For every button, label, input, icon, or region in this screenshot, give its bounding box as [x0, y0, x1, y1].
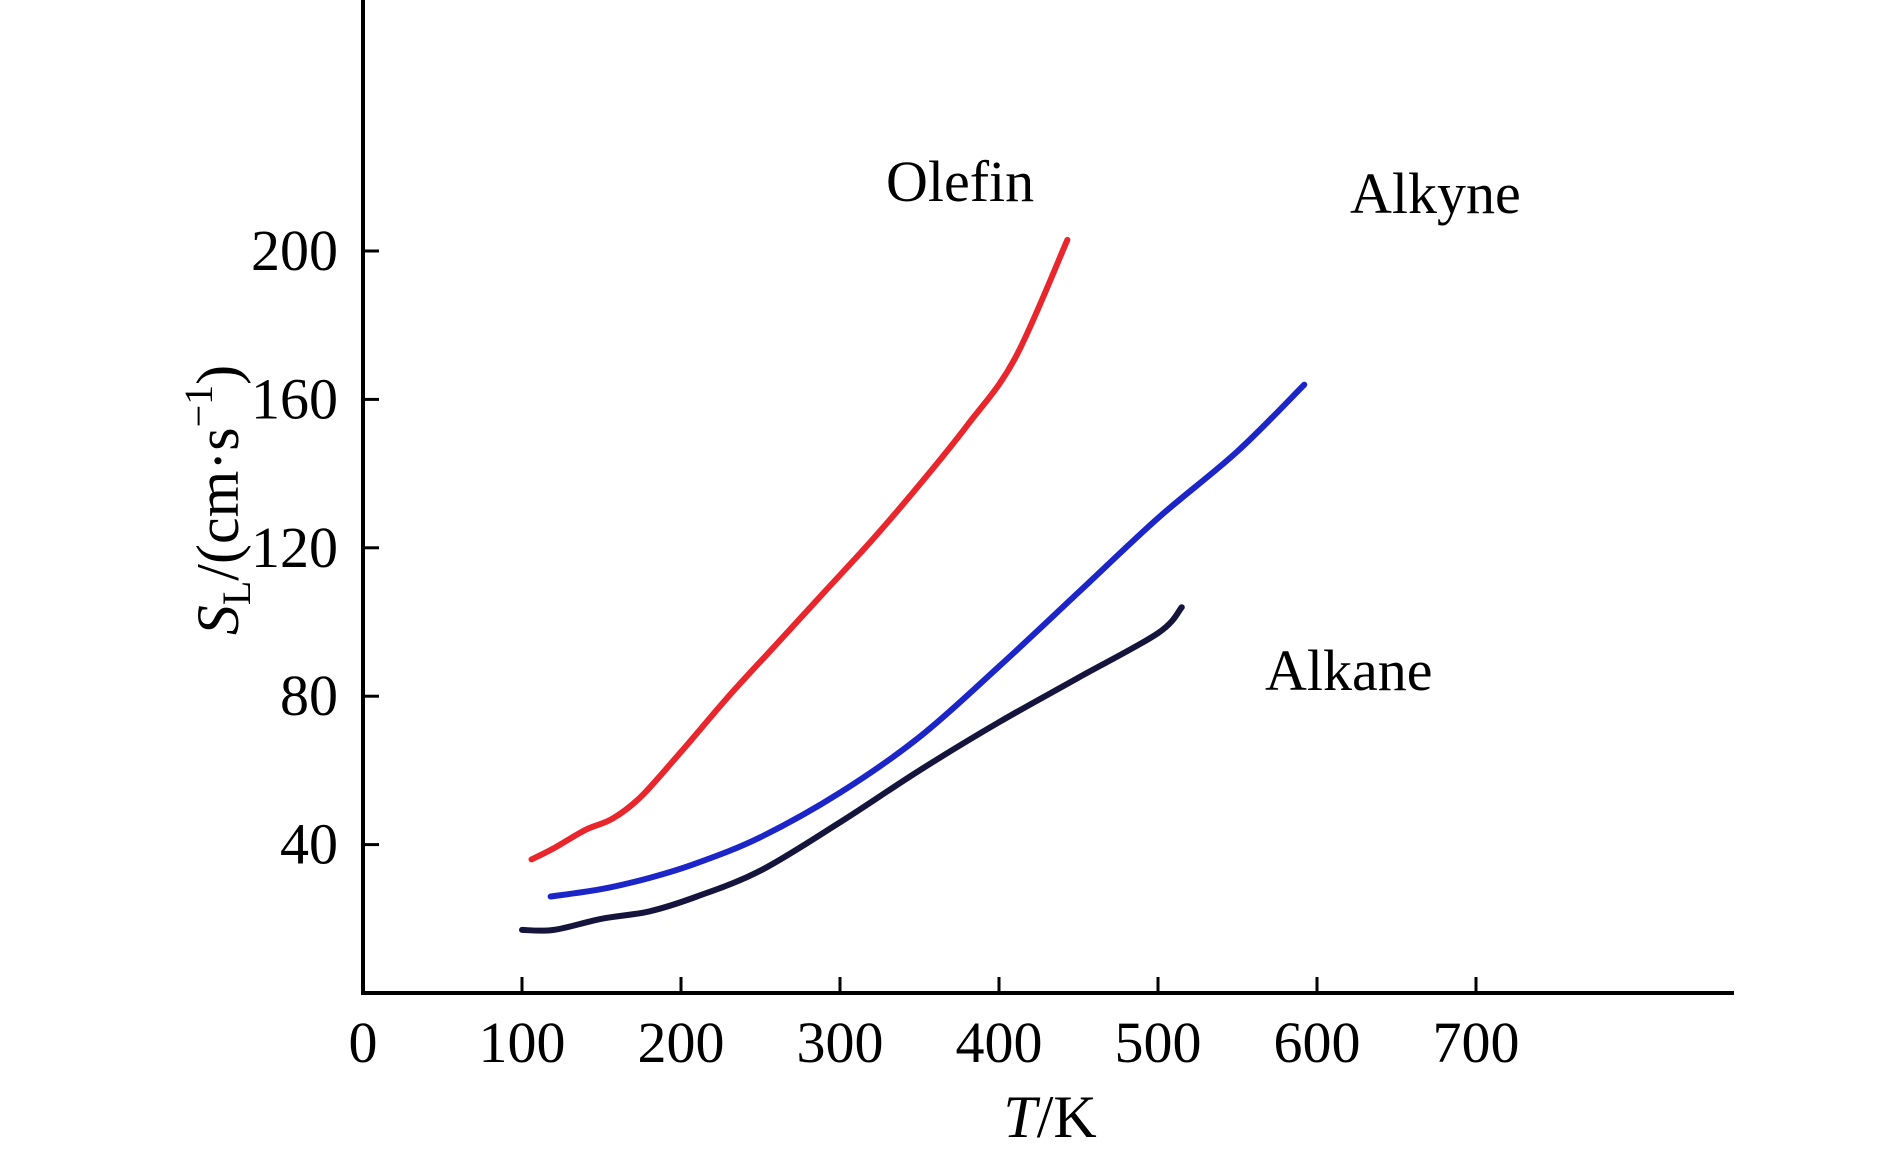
- y-tick-label: 80: [280, 663, 338, 728]
- series-label-alkyne: Alkyne: [1350, 161, 1521, 226]
- y-axis-title-superscript: −1: [176, 385, 221, 428]
- y-axis-title-symbol: S: [185, 605, 251, 635]
- series-layer: [519, 236, 1308, 934]
- x-tick-label: 0: [349, 1010, 378, 1075]
- y-axis-title-unit: /(cm·s: [185, 427, 251, 580]
- series-label-alkane: Alkane: [1265, 638, 1433, 703]
- y-tick-label: 200: [251, 218, 338, 283]
- y-tick-label: 40: [280, 812, 338, 877]
- x-axis-title-symbol: T: [1003, 1084, 1040, 1150]
- x-tick-label: 700: [1433, 1010, 1520, 1075]
- y-axis-title-subscript: L: [214, 581, 259, 605]
- series-line-alkane: [519, 604, 1185, 934]
- y-tick-label: 160: [251, 366, 338, 431]
- x-tick-label: 200: [638, 1010, 725, 1075]
- x-tick-label: 300: [797, 1010, 884, 1075]
- y-tick-label: 120: [251, 515, 338, 580]
- x-tick-label: 400: [956, 1010, 1043, 1075]
- x-tick-label: 500: [1115, 1010, 1202, 1075]
- series-line-alkyne: [547, 381, 1308, 900]
- y-axis-title-close: ): [185, 365, 251, 385]
- x-axis-title: T/K: [1003, 1084, 1096, 1150]
- y-axis-title: SL/(cm·s−1): [176, 365, 259, 635]
- series-line-olefin: [528, 236, 1071, 863]
- series-labels-layer: Olefin Alkyne Alkane: [886, 149, 1521, 703]
- series-label-olefin: Olefin: [886, 149, 1034, 214]
- x-tick-label: 600: [1274, 1010, 1361, 1075]
- ticks-layer: 0 100 200 300 400 500 600 700 40 80 120 160 200: [251, 218, 1520, 1075]
- x-tick-label: 100: [479, 1010, 566, 1075]
- x-axis-title-unit: /K: [1037, 1084, 1097, 1150]
